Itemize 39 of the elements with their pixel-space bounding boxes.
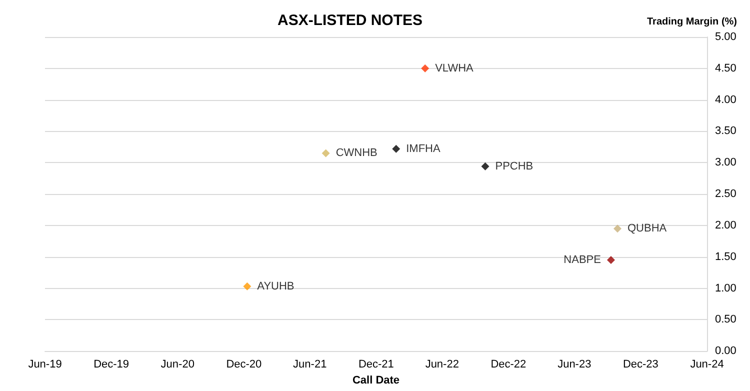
y-tick-label: 4.00 <box>715 94 736 106</box>
series-label: CWNHB <box>336 147 378 160</box>
y-tick-label: 0.50 <box>715 314 736 326</box>
point <box>421 64 430 72</box>
point <box>614 224 622 233</box>
series-label: VLWHA <box>435 62 474 74</box>
y-tick-label: 1.00 <box>715 282 736 294</box>
y-axis-title: Trading Margin (%) <box>647 16 737 28</box>
x-tick-label: Jun-20 <box>160 358 194 371</box>
y-tick-label: 3.00 <box>715 156 736 169</box>
y-tick-label: 1.50 <box>715 250 736 263</box>
x-tick-label: Dec-22 <box>490 358 526 371</box>
point <box>481 162 490 170</box>
x-tick-label: Dec-19 <box>94 358 130 371</box>
series-label: AYUHB <box>257 280 294 292</box>
y-tick-label: 2.00 <box>715 219 736 232</box>
x-axis-title: Call Date <box>352 374 400 386</box>
y-tick-label: 2.50 <box>715 188 736 200</box>
x-tick-label: Dec-20 <box>226 358 262 371</box>
point <box>606 256 615 264</box>
y-tick-label: 3.50 <box>715 125 736 138</box>
x-tick-label: Dec-21 <box>358 358 394 371</box>
point <box>243 282 252 290</box>
y-tick-label: 0.00 <box>715 345 736 358</box>
series-label: PPCHB <box>495 160 534 172</box>
x-tick-label: Jun-19 <box>28 358 62 371</box>
x-tick-label: Jun-24 <box>690 358 724 371</box>
y-tick-label: 5.00 <box>715 31 736 43</box>
x-tick-label: Jun-21 <box>293 358 327 371</box>
x-tick-label: Jun-22 <box>425 358 459 371</box>
series-label: QUBHA <box>628 222 668 235</box>
y-tick-label: 4.50 <box>715 62 736 74</box>
point <box>322 149 330 158</box>
series-label: IMFHA <box>406 142 441 155</box>
x-tick-label: Jun-23 <box>558 358 592 371</box>
series-label: NABPE <box>564 254 601 266</box>
point <box>392 144 400 153</box>
chart-title: ASX-LISTED NOTES <box>277 12 423 29</box>
x-tick-label: Dec-23 <box>622 358 658 371</box>
